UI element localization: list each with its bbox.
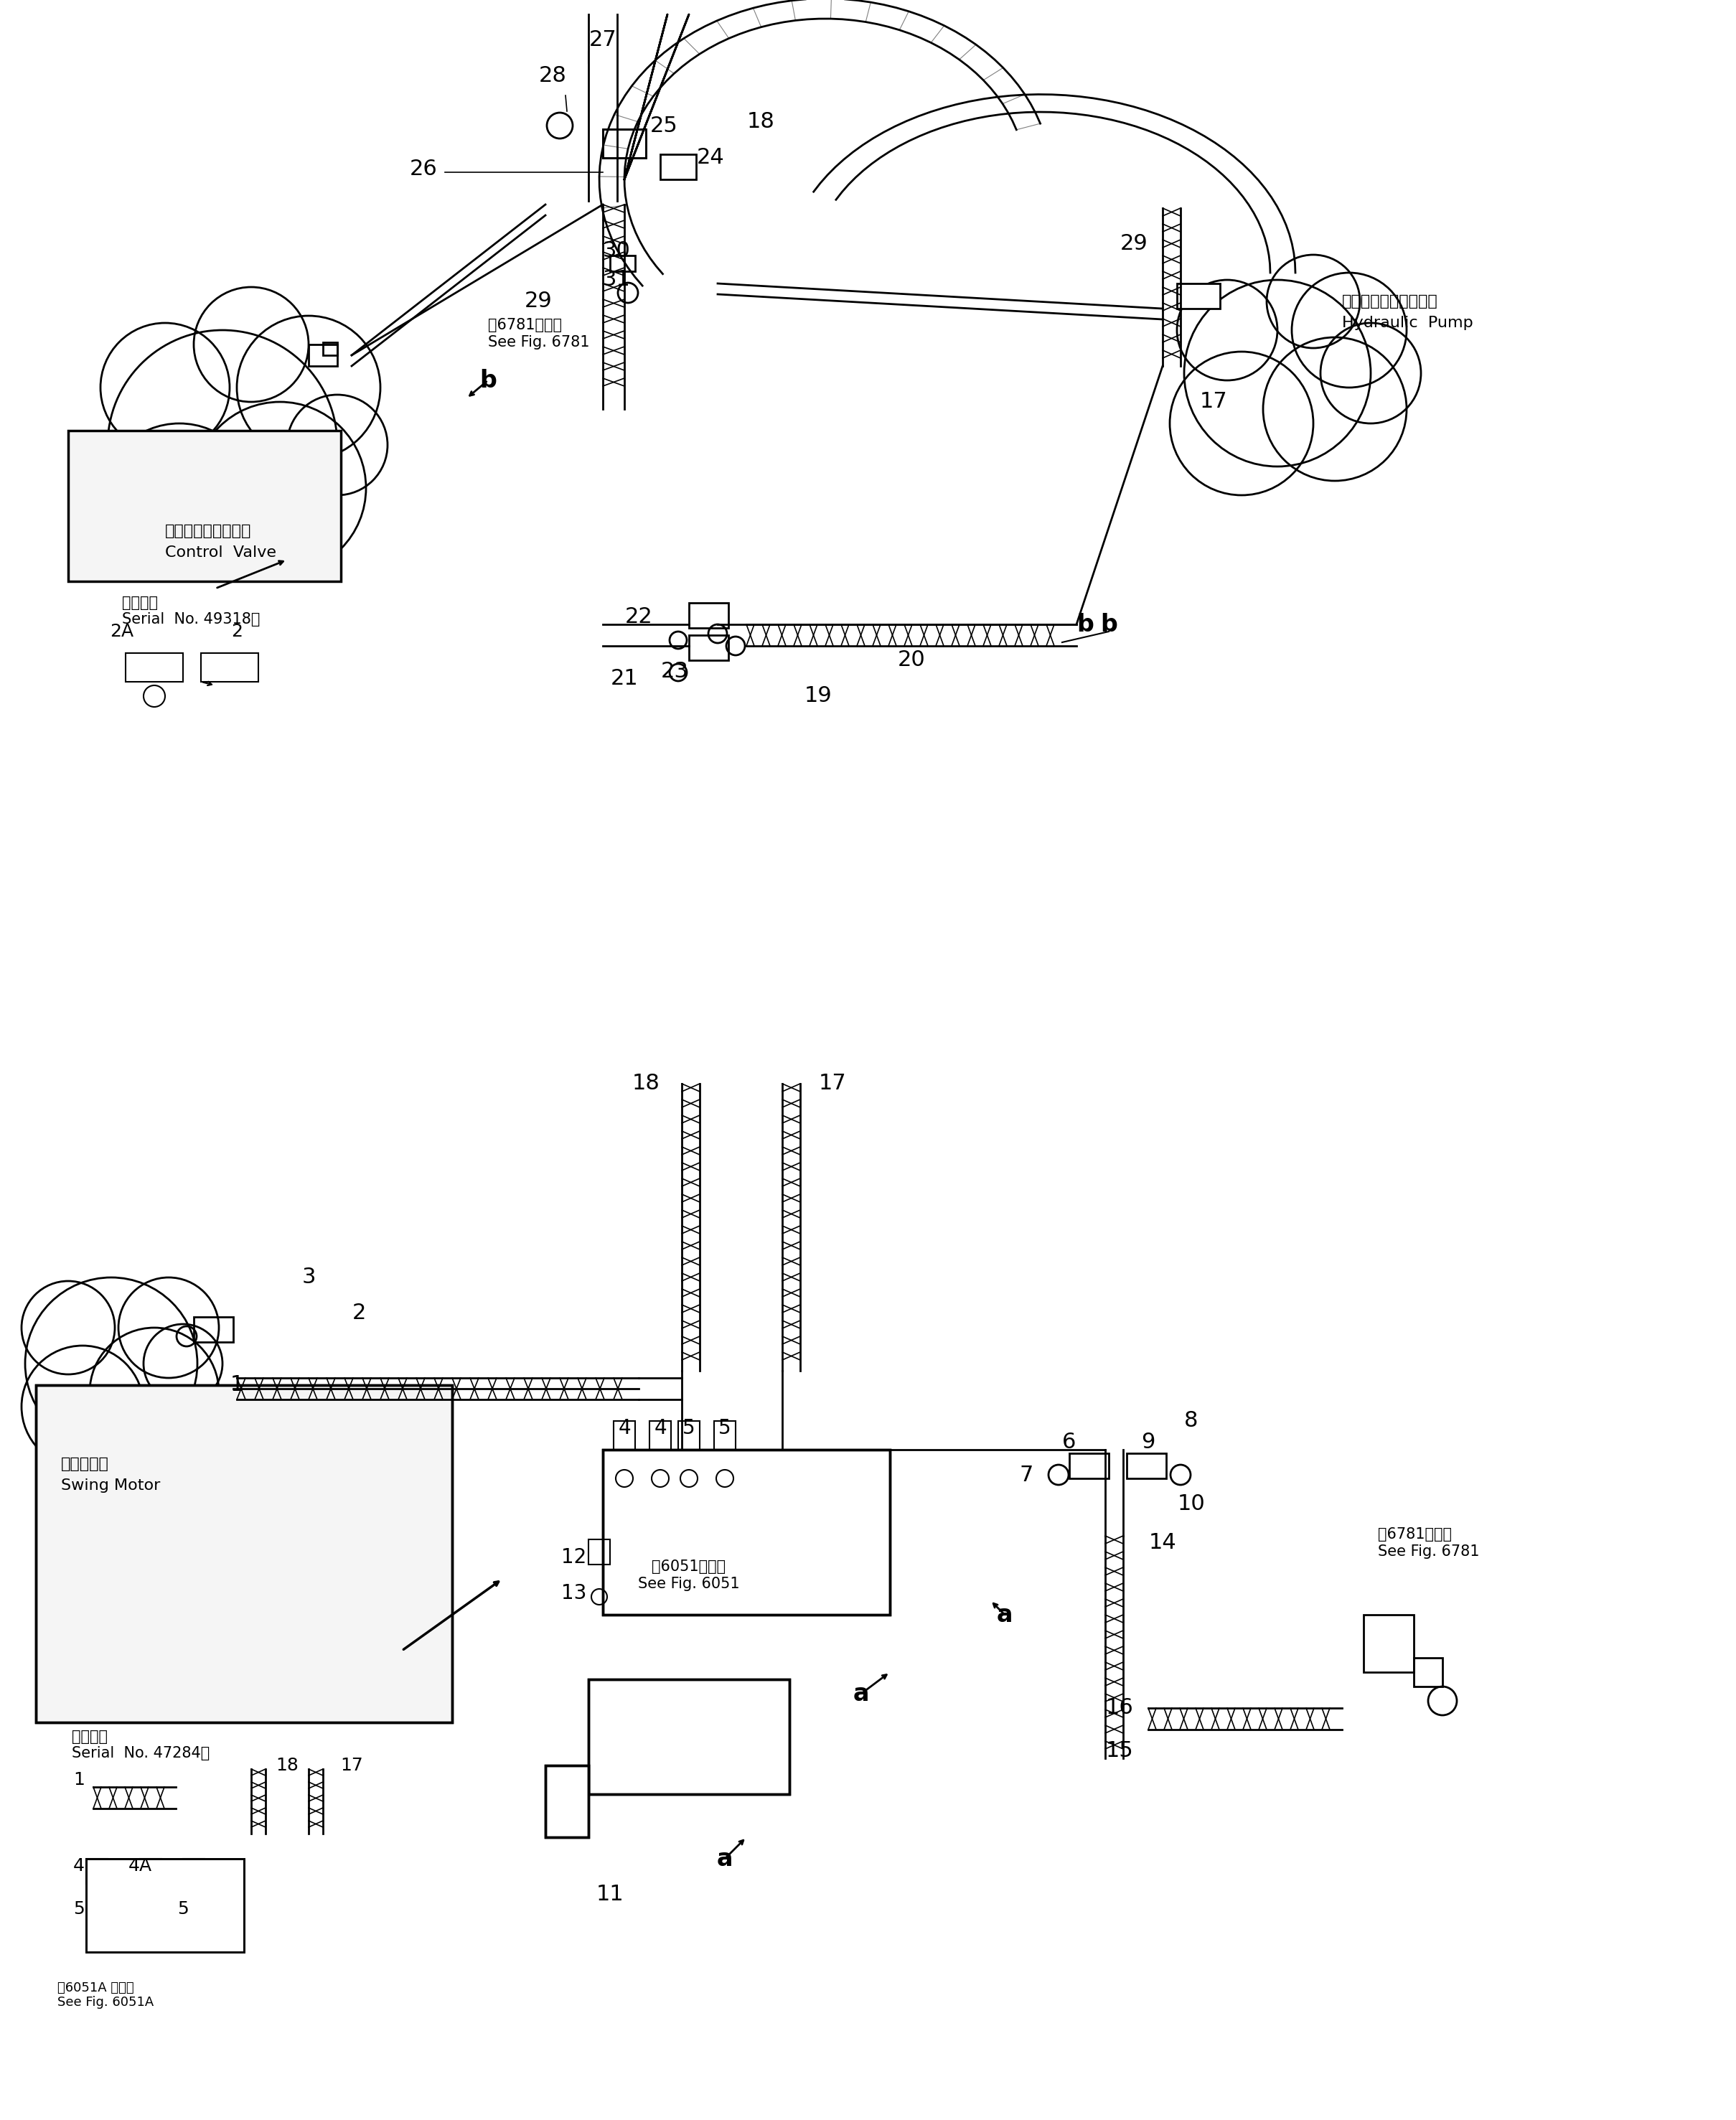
Bar [589, 1539, 609, 1565]
Text: 4A: 4A [128, 1857, 151, 1874]
Bar [602, 1450, 891, 1615]
Bar [1177, 284, 1220, 310]
Bar [36, 1384, 451, 1721]
Text: 2A: 2A [109, 623, 134, 640]
Bar [309, 343, 337, 367]
Bar [660, 155, 696, 180]
Bar [87, 1859, 245, 1953]
Bar [1069, 1454, 1109, 1478]
Text: 20: 20 [898, 651, 925, 670]
Text: 30: 30 [602, 242, 630, 261]
Text: 21: 21 [611, 668, 639, 689]
Text: Hydraulic  Pump: Hydraulic Pump [1342, 316, 1474, 331]
Text: 17: 17 [340, 1757, 363, 1774]
Bar [1127, 1454, 1167, 1478]
Text: ハイドロリックポンプ: ハイドロリックポンプ [1342, 295, 1437, 310]
Text: 5: 5 [73, 1900, 85, 1919]
Bar [589, 1679, 790, 1794]
Text: 14: 14 [1149, 1533, 1177, 1554]
Bar [649, 1420, 672, 1450]
Text: 5: 5 [719, 1418, 731, 1437]
Bar [679, 1420, 700, 1450]
Text: 31: 31 [602, 269, 630, 290]
Text: 17: 17 [819, 1073, 847, 1094]
Text: 1: 1 [73, 1770, 85, 1789]
Text: 5: 5 [177, 1900, 189, 1919]
Text: 2: 2 [352, 1304, 366, 1323]
Text: b: b [1101, 613, 1118, 636]
Text: 17: 17 [1200, 392, 1227, 411]
Text: 8: 8 [1184, 1410, 1198, 1431]
Text: 2: 2 [231, 623, 243, 640]
Bar [1363, 1615, 1413, 1673]
Text: Control  Valve: Control Valve [165, 545, 276, 560]
Text: a: a [852, 1681, 870, 1707]
Text: 12: 12 [561, 1548, 587, 1567]
Text: 4: 4 [618, 1418, 630, 1437]
Text: 29: 29 [1120, 233, 1147, 254]
Bar [613, 1420, 635, 1450]
Bar [87, 1859, 245, 1953]
Text: b: b [479, 369, 496, 392]
Bar [141, 1859, 161, 1885]
Text: 3: 3 [302, 1268, 316, 1287]
Text: 16: 16 [1106, 1698, 1134, 1719]
Text: 24: 24 [696, 148, 724, 167]
Text: 旋回モータ: 旋回モータ [61, 1456, 109, 1471]
Bar [323, 341, 337, 356]
Text: 第6051A 図参照
See Fig. 6051A: 第6051A 図参照 See Fig. 6051A [57, 1982, 155, 2010]
Text: コントロールバルブ: コントロールバルブ [165, 524, 252, 538]
Bar [68, 430, 340, 581]
Text: Swing Motor: Swing Motor [61, 1478, 160, 1492]
Text: 第6781図参照
See Fig. 6781: 第6781図参照 See Fig. 6781 [1378, 1529, 1479, 1558]
Bar [689, 602, 729, 628]
Text: 第6051図参照
See Fig. 6051: 第6051図参照 See Fig. 6051 [639, 1560, 740, 1590]
Text: 適用号機
Serial  No. 49318～: 適用号機 Serial No. 49318～ [122, 596, 260, 628]
Text: 5: 5 [682, 1418, 696, 1437]
Text: 27: 27 [589, 30, 616, 51]
Bar [201, 653, 259, 683]
Bar [125, 653, 182, 683]
Text: 28: 28 [538, 66, 566, 85]
Text: 18: 18 [746, 112, 774, 131]
Text: a: a [996, 1603, 1012, 1626]
Bar [602, 129, 646, 157]
Bar [36, 1384, 451, 1721]
Text: 18: 18 [276, 1757, 299, 1774]
Text: 22: 22 [625, 606, 653, 628]
Bar [545, 1766, 589, 1838]
Text: 1: 1 [229, 1374, 243, 1395]
Text: 6: 6 [1062, 1433, 1076, 1452]
Bar [602, 1450, 891, 1615]
Text: 19: 19 [804, 685, 832, 706]
Text: b: b [1076, 613, 1094, 636]
Bar [609, 257, 635, 271]
Text: 4: 4 [73, 1857, 85, 1874]
Text: 適用号機
Serial  No. 47284～: 適用号機 Serial No. 47284～ [71, 1730, 210, 1760]
Text: 11: 11 [595, 1885, 623, 1906]
Bar [589, 1679, 790, 1794]
Bar [68, 430, 340, 581]
Text: 26: 26 [410, 159, 437, 178]
Text: a: a [717, 1847, 733, 1870]
Text: 第6781図参照
See Fig. 6781: 第6781図参照 See Fig. 6781 [488, 318, 590, 350]
Text: 9: 9 [1141, 1433, 1154, 1452]
Text: 23: 23 [661, 661, 689, 681]
Text: 4: 4 [654, 1418, 667, 1437]
Text: 15: 15 [1106, 1741, 1134, 1762]
Bar [713, 1420, 736, 1450]
Text: 13: 13 [561, 1584, 587, 1603]
Bar [602, 129, 646, 157]
Text: 10: 10 [1177, 1492, 1205, 1514]
Text: 25: 25 [649, 114, 677, 136]
Text: 7: 7 [1019, 1465, 1033, 1486]
Bar [87, 1859, 108, 1885]
Bar [182, 1859, 205, 1885]
Bar [545, 1766, 589, 1838]
Bar [1413, 1658, 1443, 1688]
Bar [689, 636, 729, 659]
Text: 18: 18 [632, 1073, 660, 1094]
Text: 29: 29 [524, 290, 552, 312]
Bar [194, 1317, 233, 1342]
